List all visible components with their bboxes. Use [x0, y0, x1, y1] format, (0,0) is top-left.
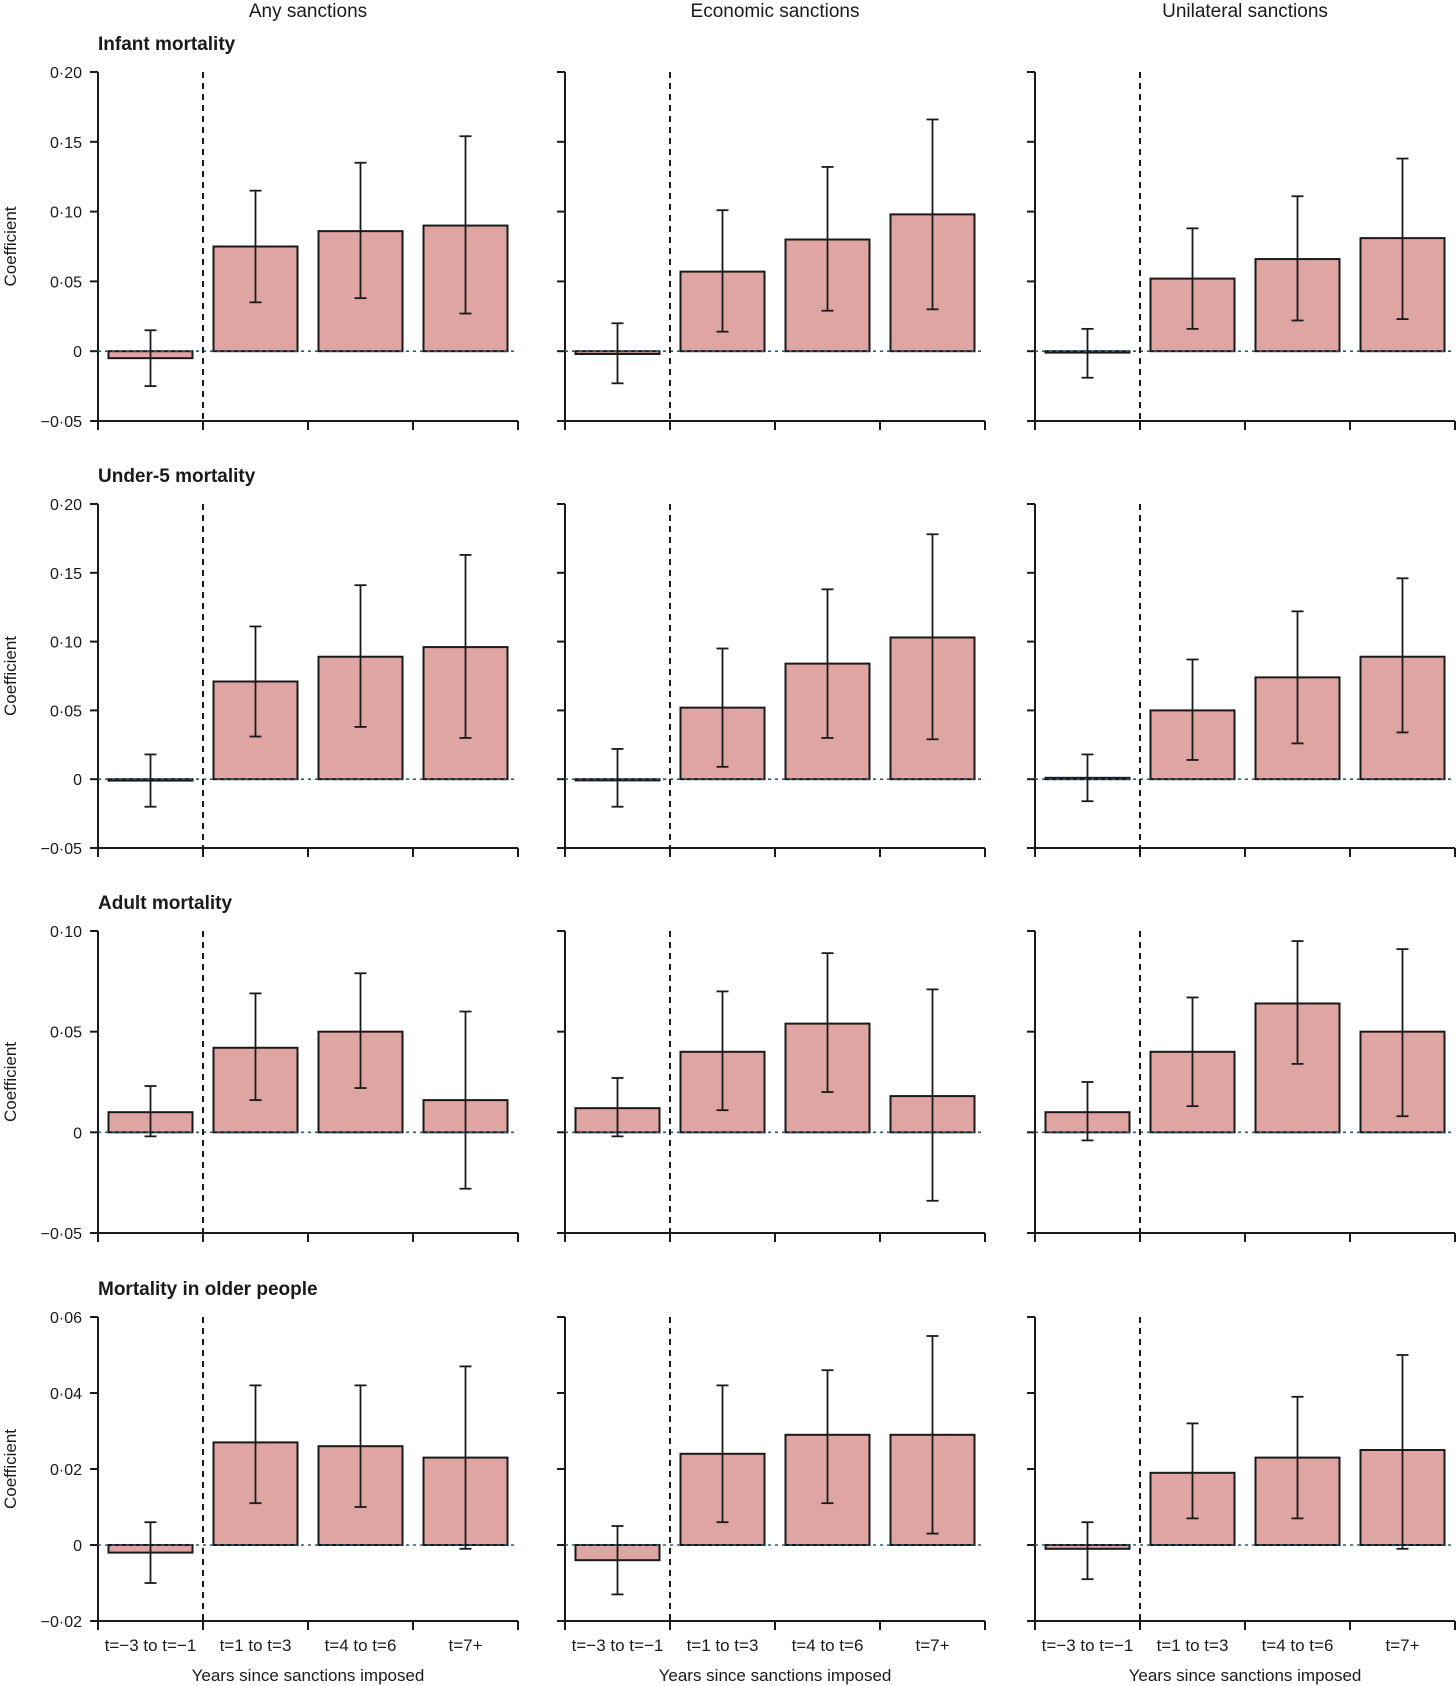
x-tick-label: t=−3 to t=−1	[105, 1636, 197, 1655]
y-tick-label: 0	[73, 344, 82, 361]
x-tick-label: t=7+	[915, 1636, 949, 1655]
y-tick-label: 0·05	[50, 274, 82, 291]
row-title: Infant mortality	[98, 34, 236, 55]
y-tick-label: 0·05	[50, 1025, 82, 1042]
row-title: Adult mortality	[98, 893, 232, 914]
x-tick-label: t=7+	[1385, 1636, 1419, 1655]
y-axis-label: Coefficient	[1, 1429, 20, 1509]
y-tick-label: 0	[73, 1538, 82, 1555]
y-tick-label: 0·06	[50, 1310, 82, 1327]
y-tick-label: 0·04	[50, 1386, 82, 1403]
y-tick-label: 0·10	[50, 635, 82, 652]
x-axis-label: Years since sanctions imposed	[659, 1666, 892, 1685]
x-tick-label: t=1 to t=3	[220, 1636, 292, 1655]
y-tick-label: 0·15	[50, 135, 82, 152]
x-tick-label: t=−3 to t=−1	[572, 1636, 664, 1655]
y-tick-label: 0·10	[50, 205, 82, 222]
y-tick-label: 0·05	[50, 703, 82, 720]
y-tick-label: 0	[73, 772, 82, 789]
x-tick-label: t=4 to t=6	[792, 1636, 864, 1655]
y-tick-label: −0·02	[41, 1614, 82, 1631]
y-tick-label: −0·05	[41, 841, 82, 858]
x-axis-label: Years since sanctions imposed	[192, 1666, 425, 1685]
column-title: Any sanctions	[249, 1, 367, 22]
y-tick-label: −0·05	[41, 1226, 82, 1243]
row-title: Under-5 mortality	[98, 466, 256, 487]
y-tick-label: 0·15	[50, 566, 82, 583]
y-tick-label: 0·02	[50, 1462, 82, 1479]
y-tick-label: 0·10	[50, 924, 82, 941]
x-tick-label: t=1 to t=3	[687, 1636, 759, 1655]
row-title: Mortality in older people	[98, 1279, 318, 1300]
column-title: Economic sanctions	[691, 1, 860, 22]
y-tick-label: 0·20	[50, 65, 82, 82]
column-title: Unilateral sanctions	[1162, 1, 1328, 22]
y-axis-label: Coefficient	[1, 1042, 20, 1122]
y-axis-label: Coefficient	[1, 636, 20, 716]
y-tick-label: −0·05	[41, 414, 82, 431]
x-tick-label: t=4 to t=6	[1262, 1636, 1334, 1655]
x-tick-label: t=4 to t=6	[325, 1636, 397, 1655]
x-tick-label: t=7+	[448, 1636, 482, 1655]
y-axis-label: Coefficient	[1, 206, 20, 286]
x-axis-label: Years since sanctions imposed	[1129, 1666, 1362, 1685]
y-tick-label: 0·20	[50, 497, 82, 514]
y-tick-label: 0	[73, 1125, 82, 1142]
x-tick-label: t=1 to t=3	[1157, 1636, 1229, 1655]
x-tick-label: t=−3 to t=−1	[1042, 1636, 1134, 1655]
